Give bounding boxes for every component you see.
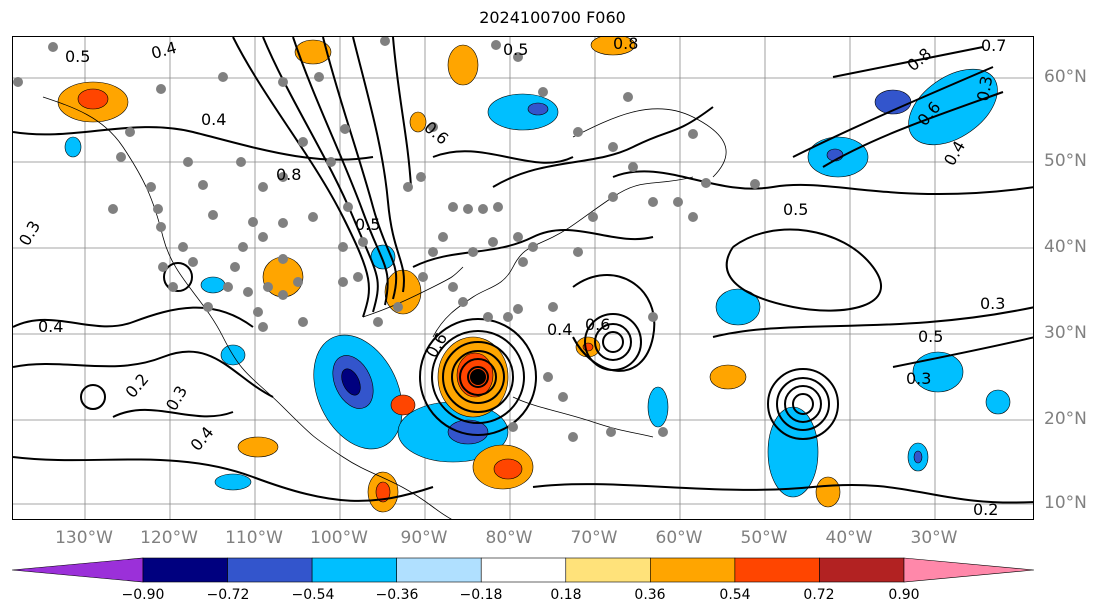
contour-label: 0.5	[503, 40, 528, 59]
contour-label: 0.2	[122, 370, 153, 402]
contour-label: 0.4	[38, 317, 63, 336]
longitude-label: 30°W	[910, 528, 958, 548]
longitude-label: 60°W	[655, 528, 703, 548]
contour-label: 0.4	[547, 320, 572, 339]
contour-label: 0.3	[980, 294, 1005, 313]
colorbar-segment	[565, 557, 651, 583]
cyclone-center	[470, 369, 486, 385]
colorbar-tick: −0.90	[121, 587, 165, 603]
contour-label: 0.3	[15, 217, 44, 249]
contour-label: 0.3	[162, 382, 191, 414]
contour-label: 0.4	[187, 423, 218, 455]
cyclone-contours	[419, 318, 537, 436]
colorbar	[11, 557, 1035, 583]
contour-label: 0.8	[613, 37, 638, 53]
colorbar-tick: −0.54	[291, 587, 335, 603]
colorbar-segment	[734, 557, 820, 583]
colorbar-segment	[227, 557, 313, 583]
coastlines	[42, 96, 727, 519]
contour-label: 0.3	[973, 74, 996, 102]
contour-label: 0.5	[918, 327, 943, 346]
latitude-label: 10°N	[1044, 493, 1087, 513]
longitude-label: 70°W	[570, 528, 618, 548]
colorbar-tick: 0.36	[634, 587, 666, 603]
colorbar-segment	[650, 557, 736, 583]
longitude-label: 100°W	[310, 528, 368, 548]
colorbar-tick: 0.54	[719, 587, 751, 603]
colorbar-segment	[142, 557, 228, 583]
latitude-label: 40°N	[1044, 237, 1087, 257]
contour-label: 0.8	[276, 165, 301, 184]
colorbar-tick: 0.18	[550, 587, 582, 603]
station-dots	[13, 37, 760, 442]
contour-label: 0.3	[906, 369, 931, 388]
contour-label: 0.7	[981, 37, 1006, 55]
longitude-label: 90°W	[400, 528, 448, 548]
contour-label: 0.8	[903, 44, 935, 75]
secondary-cyclone	[80, 262, 839, 440]
latitude-label: 20°N	[1044, 409, 1087, 429]
contour-label: 0.5	[355, 215, 380, 234]
longitude-label: 130°W	[55, 528, 113, 548]
colorbar-segments	[11, 557, 1035, 583]
longitude-label: 80°W	[485, 528, 533, 548]
map-panel: 0.5 0.4 0.4 0.8 0.6 0.5 0.3 0.4 0.2 0.3 …	[12, 36, 1034, 520]
map-title: 2024100700 F060	[479, 8, 626, 27]
longitude-label: 110°W	[225, 528, 283, 548]
colorbar-segment	[480, 557, 567, 583]
latitude-label: 30°N	[1044, 323, 1087, 343]
contour-label: 0.4	[201, 110, 226, 129]
colorbar-tick: −0.36	[375, 587, 419, 603]
longitude-label: 40°W	[825, 528, 873, 548]
latitude-label: 50°N	[1044, 151, 1087, 171]
colorbar-segment	[396, 557, 482, 583]
colorbar-tick: −0.18	[459, 587, 503, 603]
contour-label: 0.4	[149, 38, 179, 63]
colorbar-tick: 0.72	[803, 587, 835, 603]
contour-label: 0.5	[783, 200, 808, 219]
weather-map: 0.5 0.4 0.4 0.8 0.6 0.5 0.3 0.4 0.2 0.3 …	[13, 37, 1033, 519]
contour-label: 0.2	[973, 500, 998, 519]
longitude-label: 120°W	[140, 528, 198, 548]
latitude-label: 60°N	[1044, 67, 1087, 87]
colorbar-tick: −0.72	[206, 587, 250, 603]
contour-label: 0.6	[585, 315, 610, 334]
longitude-label: 50°W	[740, 528, 788, 548]
colorbar-segment	[819, 557, 905, 583]
colorbar-segment	[903, 557, 1035, 583]
colorbar-segment	[311, 557, 397, 583]
colorbar-segment	[11, 557, 144, 583]
contour-label: 0.5	[65, 47, 90, 66]
colorbar-tick: 0.90	[888, 587, 920, 603]
